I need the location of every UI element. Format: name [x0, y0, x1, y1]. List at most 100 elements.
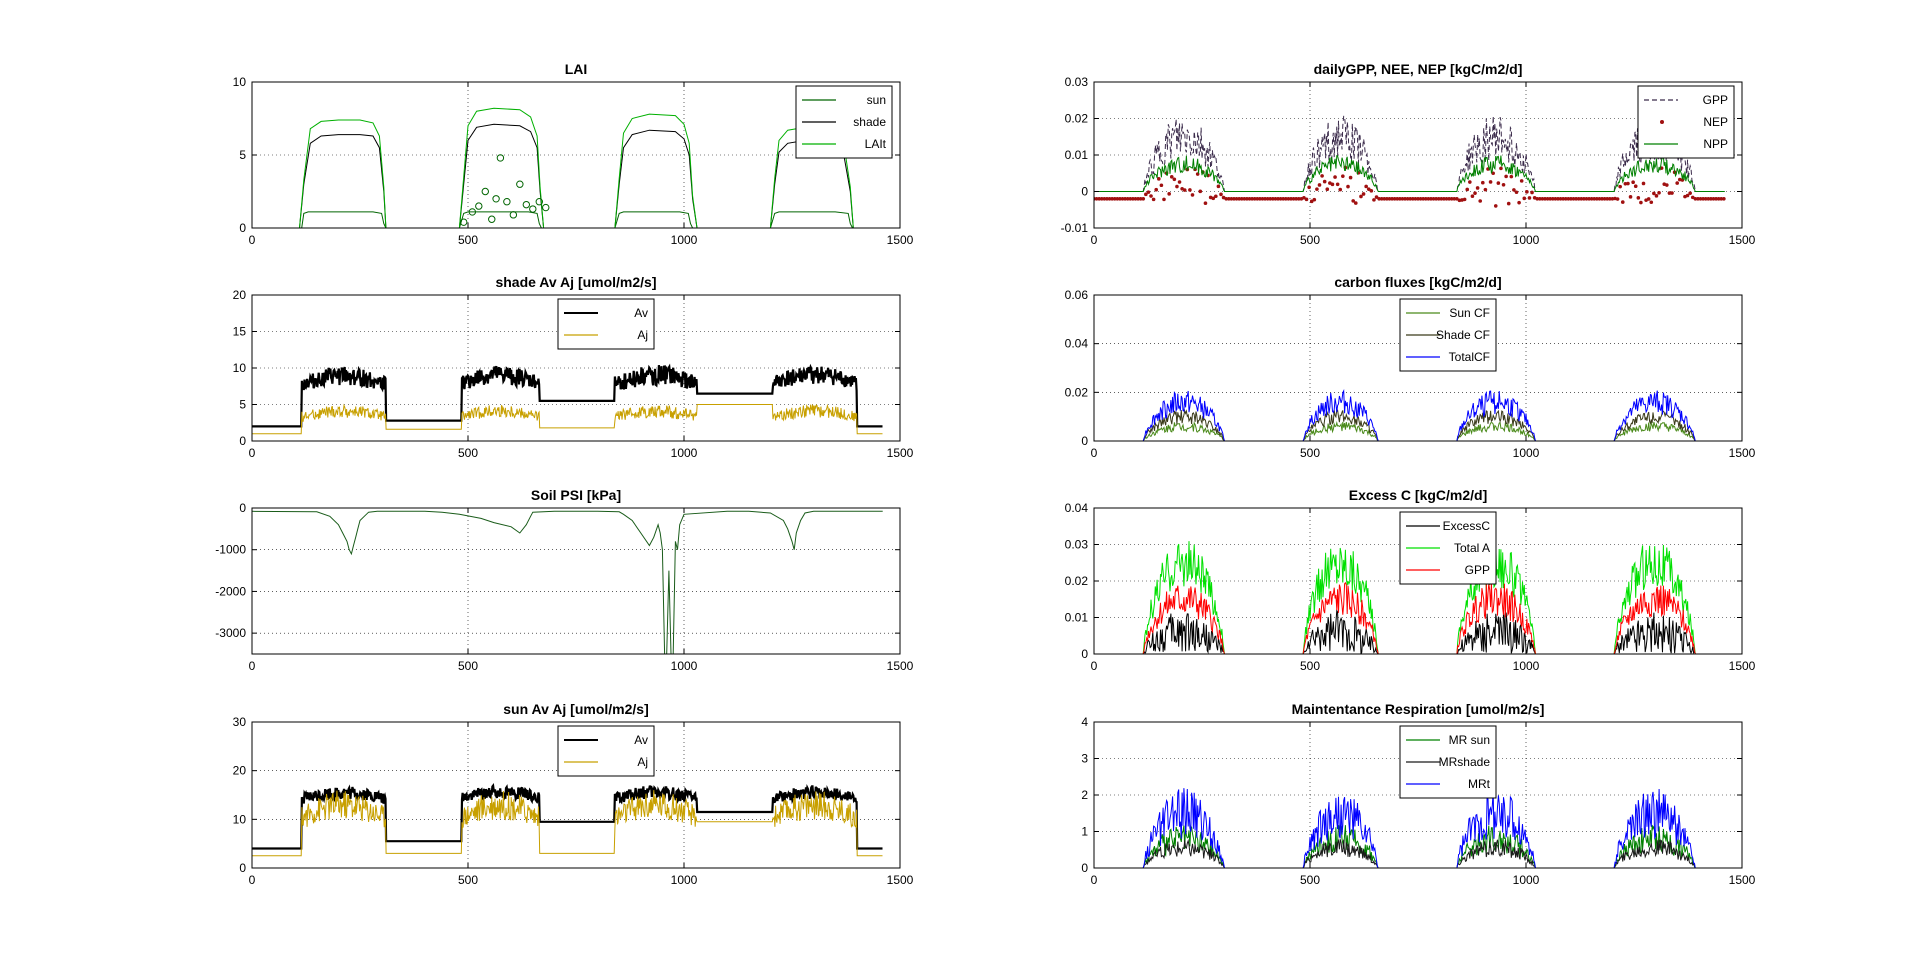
x-tick-label: 0: [1091, 233, 1098, 247]
series-line-aj: [252, 790, 883, 857]
data-point: [1654, 194, 1659, 198]
data-point: [1558, 197, 1563, 201]
series-line-shade-cf: [1094, 408, 1725, 441]
data-point: [1615, 197, 1620, 201]
chart-shade_av_aj: 0 500 1000 1500 0 5 10 15 20 shade Av Aj [umol/m2…: [233, 274, 914, 460]
series-line-mrshade: [1094, 838, 1725, 868]
data-point: [1439, 197, 1444, 201]
data-point: [1361, 192, 1366, 196]
data-point: [1102, 197, 1107, 201]
x-tick-label: 1500: [887, 233, 914, 247]
plot-area: [1094, 389, 1725, 441]
axes-frame: [1093, 294, 1743, 442]
data-point: [1670, 191, 1674, 195]
data-point: [1302, 195, 1306, 200]
data-point: [1112, 197, 1117, 201]
data-point: [1284, 197, 1288, 201]
data-point: [1512, 188, 1516, 192]
legend: Sun CF Shade CF TotalCF: [1399, 298, 1497, 372]
chart-title: carbon fluxes [kgC/m2/d]: [1334, 274, 1501, 290]
data-point: [1493, 204, 1498, 208]
data-point: [1151, 197, 1156, 202]
data-point: [1094, 197, 1099, 201]
data-point: [1561, 197, 1565, 201]
data-point: [1390, 197, 1394, 201]
data-point: [1545, 197, 1550, 201]
legend-label: sun: [867, 93, 886, 107]
legend-label: Aj: [637, 328, 648, 342]
data-point: [1335, 182, 1340, 187]
data-point: [1333, 175, 1337, 179]
legend-label: shade: [853, 115, 886, 129]
data-point: [1522, 196, 1527, 201]
data-point: [1639, 200, 1643, 205]
data-point: [1501, 183, 1506, 187]
data-point: [1548, 197, 1552, 201]
series-line-gpp: [1094, 115, 1725, 192]
y-tick-label: 0: [1081, 647, 1088, 661]
data-point: [1258, 197, 1262, 201]
data-point: [1291, 197, 1296, 201]
x-tick-label: 0: [1091, 446, 1098, 460]
data-point: [1250, 197, 1254, 201]
data-point: [1722, 197, 1726, 201]
series-line-main: [252, 510, 883, 654]
x-tick-label: 0: [1091, 659, 1098, 673]
data-point: [1540, 197, 1545, 201]
series-line-gpp: [1094, 581, 1725, 654]
data-point: [503, 198, 511, 206]
y-tick-label: 0: [239, 434, 246, 448]
data-point: [1636, 196, 1641, 200]
data-point: [1582, 197, 1586, 201]
data-point: [1442, 197, 1446, 201]
data-point: [1587, 197, 1591, 201]
data-point: [1322, 179, 1327, 184]
data-point: [1144, 192, 1148, 197]
data-point: [1468, 180, 1472, 184]
data-point: [509, 211, 518, 219]
chart-lai: 0 500 1000 1500 0 5 10 LAI sun shade LAIt: [233, 61, 914, 247]
chart-soil_psi: 0 500 1000 1500 -3000 -2000 -1000 0 Soil PSI [kP…: [215, 487, 913, 673]
data-point: [1579, 197, 1584, 201]
data-point: [1706, 197, 1711, 201]
data-point: [1509, 174, 1514, 179]
chart-title: Maintentance Respiration [umol/m2/s]: [1292, 701, 1545, 717]
data-point: [1475, 186, 1480, 190]
data-point: [1372, 198, 1376, 202]
legend-label: MRt: [1468, 777, 1491, 791]
data-point: [1398, 197, 1402, 201]
data-point: [1543, 197, 1547, 201]
data-point: [1569, 197, 1573, 201]
data-point: [1099, 197, 1104, 201]
plot-area: [252, 510, 883, 654]
data-point: [1667, 191, 1672, 195]
data-point: [1693, 197, 1698, 201]
data-point: [1255, 197, 1260, 201]
data-point: [1294, 197, 1298, 201]
x-tick-label: 1000: [671, 233, 698, 247]
legend-label: ExcessC: [1443, 519, 1491, 533]
series-line-excessc: [1094, 608, 1725, 654]
data-point: [1304, 197, 1309, 202]
legend-label: NPP: [1703, 137, 1728, 151]
data-point: [1382, 197, 1387, 201]
data-point: [1226, 197, 1231, 201]
legend-label: Av: [634, 306, 648, 320]
chart-title: Excess C [kgC/m2/d]: [1349, 487, 1488, 503]
legend: sun shade LAIt: [795, 85, 893, 159]
data-point: [1392, 197, 1397, 201]
chart-sun_av_aj: 0 500 1000 1500 0 10 20 30 sun Av Aj [umol/m2/s]…: [233, 701, 914, 887]
chart-title: dailyGPP, NEE, NEP [kgC/m2/d]: [1314, 61, 1523, 77]
y-tick-label: 2: [1081, 788, 1088, 802]
data-point: [1556, 197, 1560, 201]
y-tick-label: 4: [1081, 715, 1088, 729]
data-point: [1317, 183, 1322, 187]
x-tick-label: 500: [458, 446, 478, 460]
series-line-npp: [1094, 154, 1725, 192]
series-line-totalcf: [1094, 389, 1725, 441]
data-point: [1219, 192, 1223, 197]
data-point: [1696, 197, 1700, 201]
data-point: [1514, 190, 1519, 195]
data-point: [1307, 185, 1311, 190]
legend-label: Sun CF: [1449, 306, 1490, 320]
